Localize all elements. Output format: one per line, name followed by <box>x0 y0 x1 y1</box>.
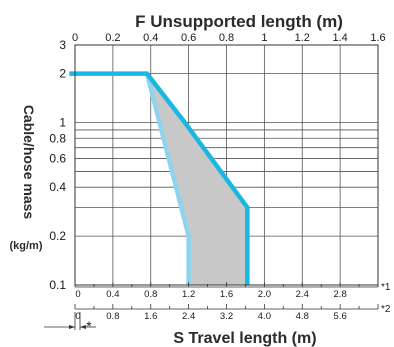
y-tick-label: 3 <box>59 38 66 52</box>
bottom-scale-2-tick-label: 5.6 <box>334 311 347 322</box>
bottom-scale-2-tick-label: 0.8 <box>106 311 119 322</box>
bottom-scale-1-tick-label: 1.6 <box>220 289 233 300</box>
bottom-scale-1-tick-label: 2.8 <box>334 289 347 300</box>
bottom-scale-2-note: *2 <box>381 304 391 315</box>
y-tick-label: 0.2 <box>49 229 66 243</box>
top-tick-label: 0 <box>72 32 78 44</box>
bottom-scale-2-tick-label: 3.2 <box>220 311 233 322</box>
bottom-axis-title: S Travel length (m) <box>173 330 316 347</box>
bottom-scales: 0 0.4 0.8 1.2 1.6 2.0 2.4 2.8 *1 0 0.8 1.6 2.4 3.2 4.0… <box>44 282 391 334</box>
bottom-scale-1-tick-label: 0 <box>75 289 80 300</box>
top-tick-label: 1 <box>261 32 267 44</box>
bottom-scale-1-tick-label: 1.2 <box>182 289 195 300</box>
star-arrowhead-right <box>80 325 86 329</box>
top-tick-label: 1.4 <box>332 32 347 44</box>
y-tick-label: 0.1 <box>49 278 66 292</box>
limit-line-light <box>144 73 191 285</box>
bottom-scale-1-note: *1 <box>381 282 391 293</box>
star-label: * <box>86 318 92 334</box>
top-tick-label: 0.6 <box>181 32 196 44</box>
bottom-scale-2-tick-label: 4.0 <box>258 311 271 322</box>
y-tick-label: 0.8 <box>49 131 66 145</box>
top-tick-label: 0.4 <box>143 32 158 44</box>
y-tick-label: 0.4 <box>49 180 66 194</box>
y-tick-label: 0.6 <box>49 152 66 166</box>
bottom-scale-2-tick-label: 0 <box>75 311 80 322</box>
y-axis-unit: (kg/m) <box>10 240 43 252</box>
y-tick-label: 2 <box>59 67 66 81</box>
bottom-scale-1-tick-label: 2.4 <box>296 289 309 300</box>
shaded-region-layer <box>146 73 248 285</box>
bottom-scale-1-tick-label: 2.0 <box>258 289 271 300</box>
bottom-scale-2-tick-label: 1.6 <box>144 311 157 322</box>
tick-labels: 0 0.2 0.4 0.6 0.8 1 1.2 1.4 1.60.10.20.40.60.812… <box>49 32 385 292</box>
star-arrowhead-left <box>69 325 75 329</box>
top-tick-label: 0.8 <box>219 32 234 44</box>
top-axis-title: F Unsupported length (m) <box>135 12 343 31</box>
bottom-scale-1-tick-label: 0.4 <box>106 289 119 300</box>
top-tick-label: 1.2 <box>295 32 310 44</box>
limit-line-main <box>69 71 250 285</box>
y-axis-title: Cable/hose mass <box>21 105 37 220</box>
bottom-scale-2-tick-label: 2.4 <box>182 311 195 322</box>
bottom-scale-2-tick-label: 4.8 <box>296 311 309 322</box>
top-tick-label: 1.6 <box>370 32 385 44</box>
bottom-scale-1-tick-label: 0.8 <box>144 289 157 300</box>
series-layer <box>69 71 250 285</box>
y-tick-label: 1 <box>59 116 66 130</box>
top-tick-label: 0.2 <box>105 32 120 44</box>
allowable-region <box>146 73 248 285</box>
